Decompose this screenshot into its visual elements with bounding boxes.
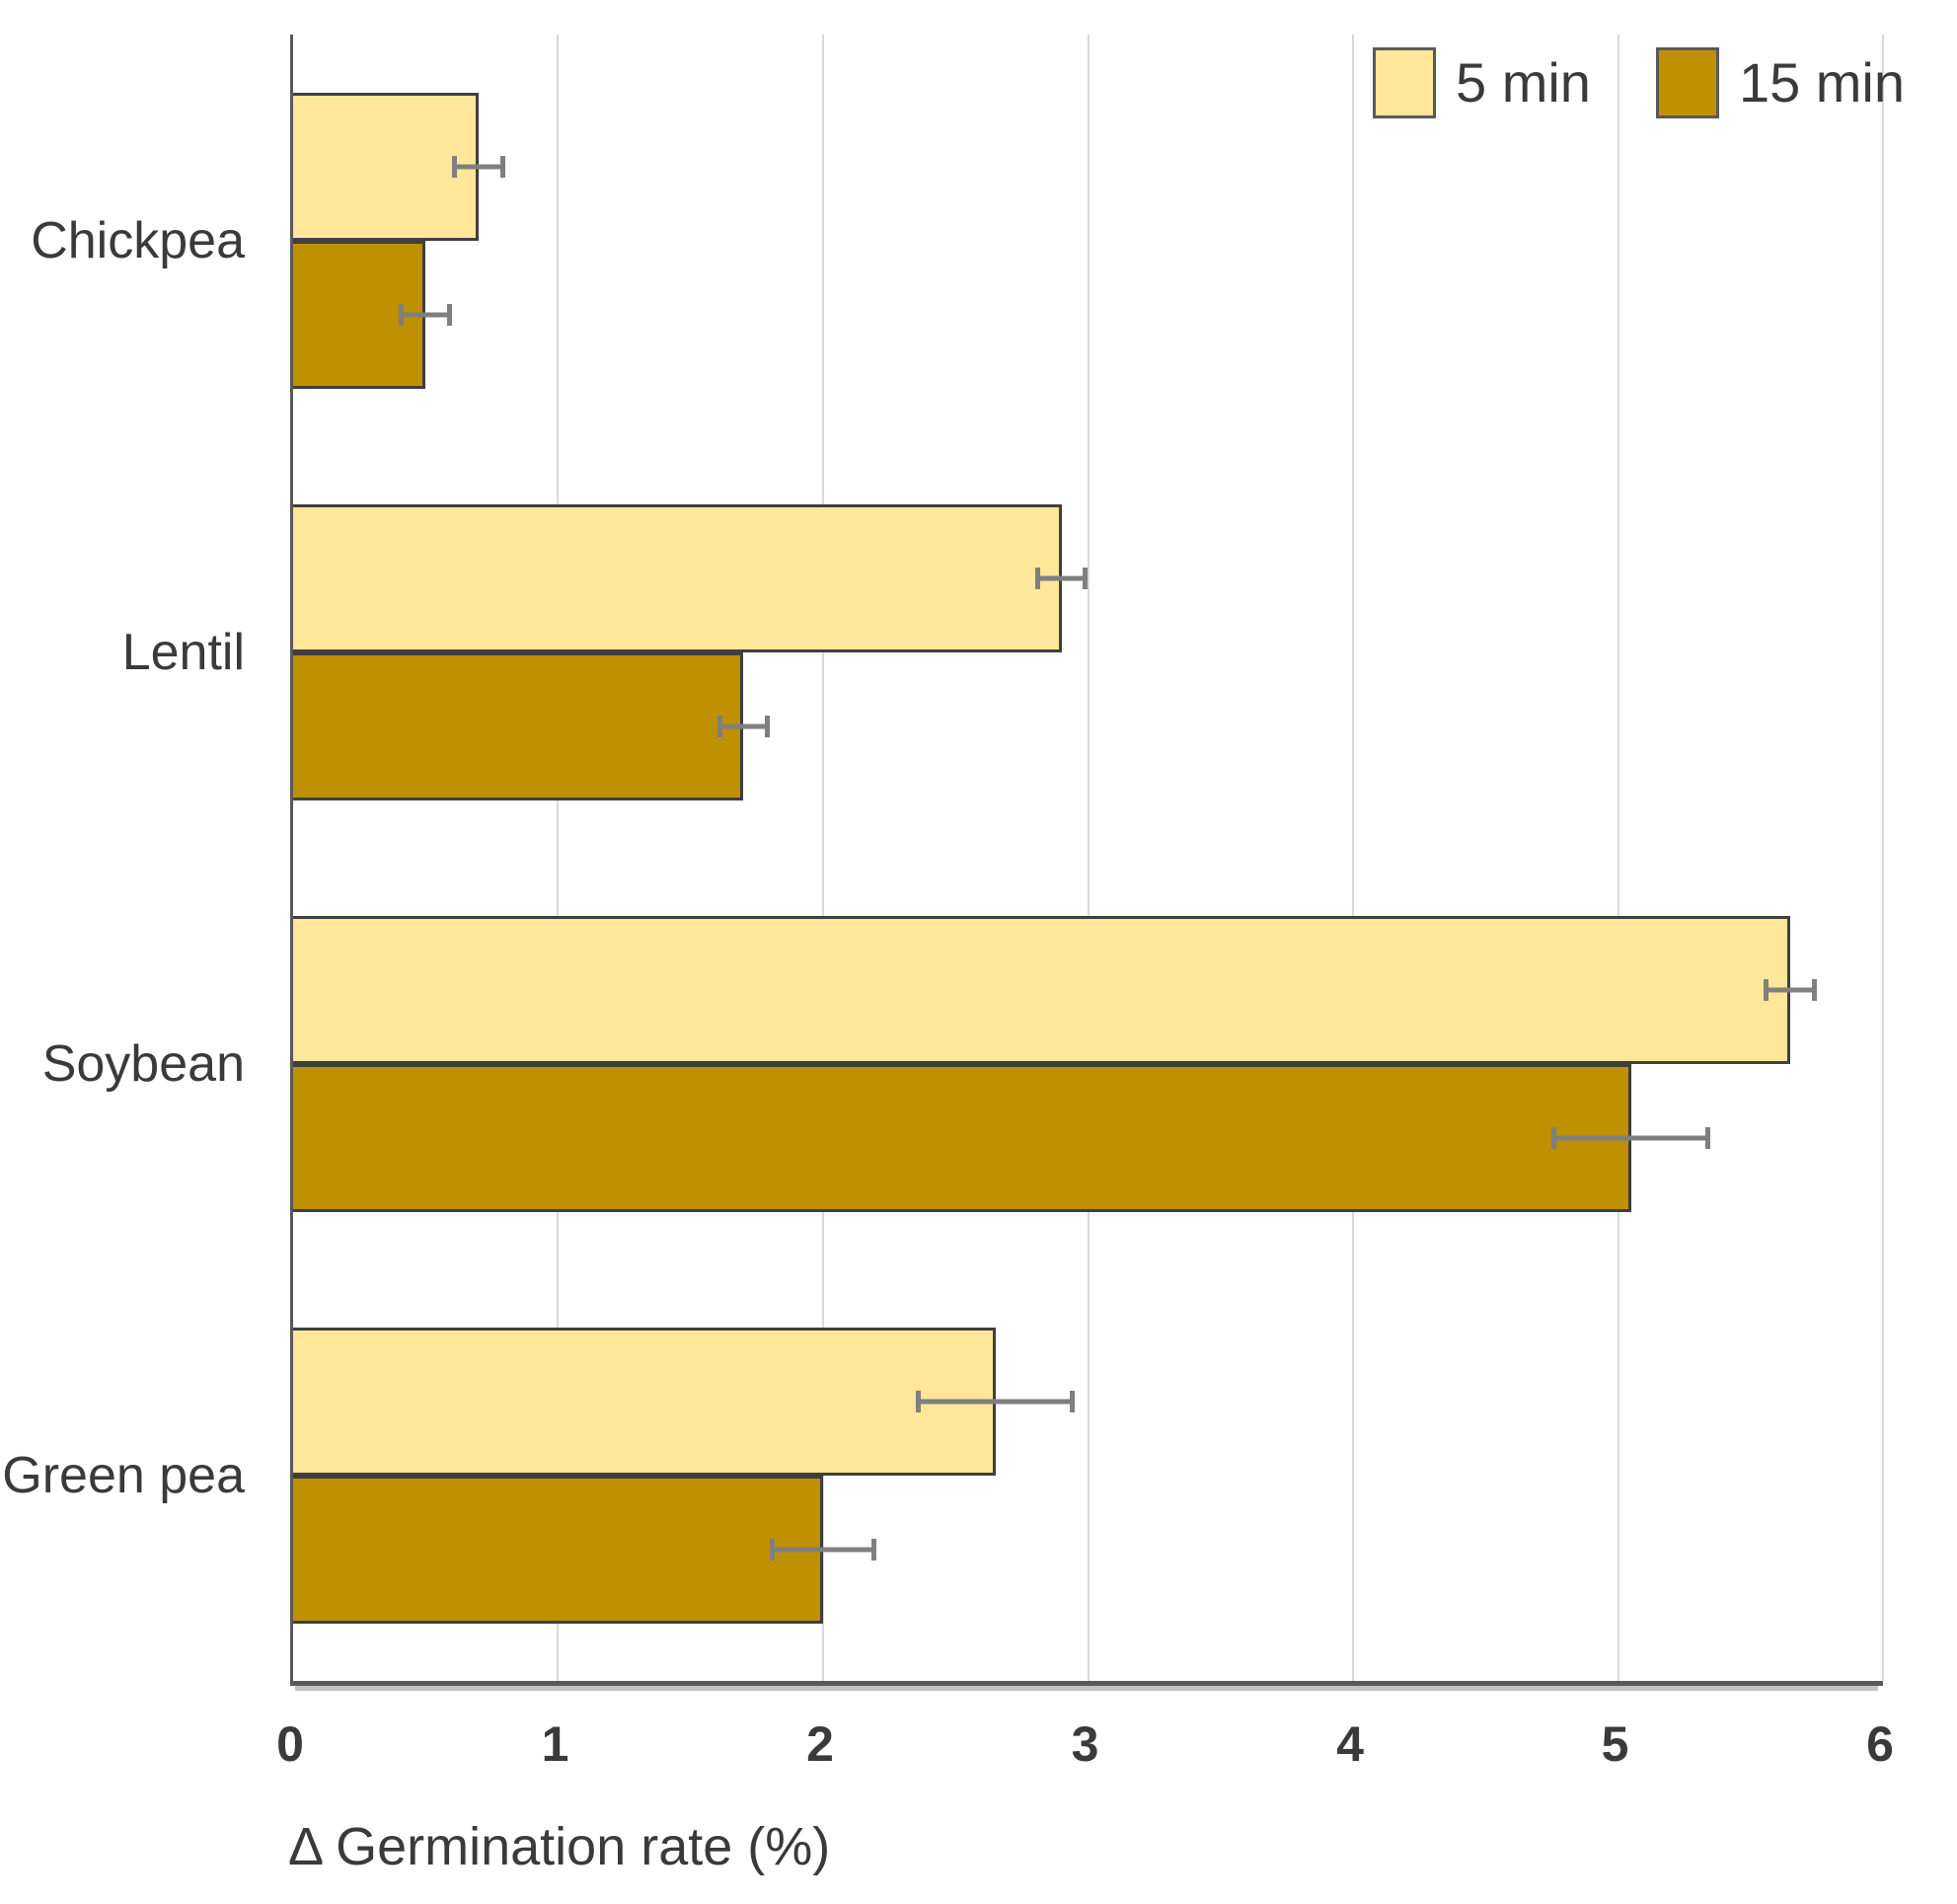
category-label-green-pea: Green pea — [2, 1446, 245, 1504]
x-tick-label-6: 6 — [1866, 1716, 1894, 1772]
bar-5-min-green-pea — [293, 1327, 996, 1476]
error-bar-line — [1034, 575, 1089, 580]
bar-15-min-soybean — [293, 1063, 1631, 1212]
error-bar-line — [915, 1399, 1076, 1404]
error-bar-cap-right — [499, 155, 505, 178]
gridline-1 — [557, 35, 560, 1681]
bar-15-min-lentil — [293, 651, 744, 800]
legend-swatch-15min — [1655, 47, 1719, 118]
error-bar-cap-left — [1034, 567, 1040, 589]
error-bar-15-min-soybean — [1551, 1126, 1711, 1149]
x-axis-title: Δ Germination rate (%) — [288, 1817, 831, 1876]
error-bar-line — [1764, 987, 1817, 992]
legend-label-5min: 5 min — [1456, 51, 1591, 114]
error-bar-5-min-green-pea — [915, 1390, 1076, 1412]
error-bar-cap-left — [1764, 978, 1769, 1001]
error-bar-5-min-soybean — [1764, 978, 1817, 1001]
error-bar-cap-left — [915, 1390, 921, 1412]
legend-item-15min: 15 min — [1655, 47, 1906, 118]
error-bar-cap-left — [716, 715, 722, 737]
error-bar-cap-left — [1551, 1126, 1557, 1149]
error-bar-cap-right — [765, 715, 771, 737]
category-label-lentil: Lentil — [121, 623, 245, 681]
error-bar-line — [716, 724, 771, 728]
error-bar-cap-left — [452, 155, 458, 178]
x-axis-ticks: 0 1 2 3 4 5 6 — [276, 1716, 1894, 1789]
x-tick-label-3: 3 — [1071, 1716, 1099, 1772]
x-tick-label-0: 0 — [276, 1716, 304, 1772]
x-tick-label-1: 1 — [541, 1716, 569, 1772]
category-group-lentil — [293, 446, 1883, 858]
error-bar-cap-left — [770, 1538, 776, 1561]
error-bar-cap-left — [399, 303, 405, 326]
category-group-chickpea — [293, 35, 1883, 446]
x-tick-label-2: 2 — [806, 1716, 834, 1772]
x-tick-label-5: 5 — [1601, 1716, 1629, 1772]
gridline-5 — [1617, 35, 1619, 1681]
legend: 5 min 15 min — [1373, 47, 1905, 118]
bar-15-min-green-pea — [293, 1475, 823, 1624]
error-bar-line — [452, 164, 505, 169]
category-label-chickpea: Chickpea — [31, 211, 245, 269]
gridline-2 — [821, 35, 824, 1681]
category-label-soybean: Soybean — [41, 1034, 245, 1093]
error-bar-line — [399, 312, 453, 317]
error-bar-cap-right — [1705, 1126, 1711, 1149]
category-group-soybean — [293, 858, 1883, 1269]
gridline-3 — [1087, 35, 1090, 1681]
gridline-4 — [1351, 35, 1354, 1681]
error-bar-line — [1551, 1135, 1711, 1140]
error-bar-5-min-chickpea — [452, 155, 505, 178]
error-bar-15-min-lentil — [716, 715, 771, 737]
legend-swatch-5min — [1373, 47, 1436, 118]
bar-5-min-chickpea — [293, 92, 479, 241]
bar-5-min-soybean — [293, 915, 1791, 1064]
error-bar-line — [770, 1547, 876, 1552]
bar-5-min-lentil — [293, 503, 1062, 652]
category-group-green-pea — [293, 1269, 1883, 1681]
error-bar-cap-right — [1811, 978, 1817, 1001]
error-bar-cap-right — [447, 303, 453, 326]
error-bar-cap-right — [870, 1538, 876, 1561]
error-bar-cap-right — [1083, 567, 1089, 589]
gridline-6 — [1882, 35, 1884, 1681]
error-bar-cap-right — [1070, 1390, 1076, 1412]
legend-item-5min: 5 min — [1373, 47, 1591, 118]
legend-label-15min: 15 min — [1738, 51, 1906, 114]
plot-area — [290, 35, 1884, 1686]
error-bar-5-min-lentil — [1034, 567, 1089, 589]
x-tick-label-4: 4 — [1336, 1716, 1364, 1772]
category-axis: Chickpea Lentil Soybean Green pea — [0, 35, 245, 1681]
error-bar-15-min-chickpea — [399, 303, 453, 326]
error-bar-15-min-green-pea — [770, 1538, 876, 1561]
